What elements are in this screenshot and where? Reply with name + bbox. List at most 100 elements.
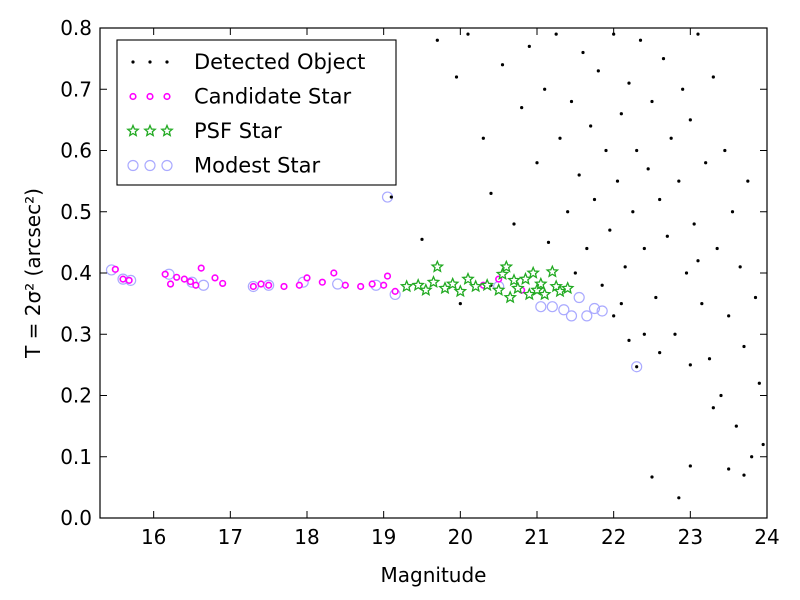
data-point-candidate-star [368, 280, 376, 288]
data-point-psf-star [418, 282, 433, 296]
data-point-detected-object [642, 332, 646, 336]
data-point-detected-object [727, 314, 731, 318]
data-point-detected-object [730, 210, 735, 214]
data-point-psf-star [533, 276, 548, 290]
data-point-detected-object [696, 259, 700, 263]
x-tick-label: 17 [218, 525, 243, 549]
legend-marker [165, 60, 169, 64]
y-tick-label: 0.7 [60, 77, 92, 101]
data-point-psf-star [453, 284, 468, 298]
data-point-modest-star [565, 310, 578, 322]
data-point-psf-star [503, 290, 518, 304]
data-point-candidate-star [318, 278, 326, 286]
data-point-candidate-star [219, 279, 227, 288]
data-point-detected-object [673, 332, 677, 336]
legend-marker [127, 159, 139, 172]
data-point-detected-object [742, 344, 746, 349]
data-point-detected-object [619, 302, 623, 306]
data-point-detected-object [688, 363, 692, 367]
data-point-psf-star [411, 278, 426, 292]
data-point-detected-object [642, 246, 646, 251]
data-point-psf-star [522, 287, 537, 301]
data-point-detected-object [612, 314, 616, 318]
legend-marker [148, 60, 152, 64]
data-point-modest-star [596, 305, 608, 317]
legend-marker [146, 92, 154, 101]
data-point-psf-star [491, 282, 506, 296]
data-point-candidate-star [173, 273, 181, 281]
y-tick-label: 0.3 [60, 322, 92, 346]
data-point-detected-object [569, 99, 574, 104]
data-point-candidate-star [119, 275, 127, 283]
data-point-psf-star [468, 279, 483, 293]
data-point-candidate-star [186, 277, 195, 286]
data-point-psf-star [480, 278, 495, 292]
data-point-candidate-star [249, 282, 257, 291]
data-point-psf-star [495, 267, 510, 281]
axes: 16 17 18 19 20 21 22 23 24 0.0 0.1 0.2 0.3 0.4 0.5 0.6 0… [21, 16, 780, 587]
data-point-detected-object [684, 271, 689, 275]
data-point-detected-object [627, 81, 631, 85]
y-tick-label: 0.0 [60, 506, 92, 530]
data-point-detected-object [738, 265, 742, 269]
data-point-candidate-star [303, 274, 311, 282]
data-point-detected-object [466, 32, 470, 36]
data-point-modest-star [588, 302, 601, 315]
data-point-candidate-star [197, 264, 205, 272]
data-point-detected-object [669, 136, 673, 140]
data-point-detected-object [696, 32, 700, 36]
data-point-psf-star [526, 265, 541, 279]
data-point-candidate-star [211, 274, 219, 282]
data-point-candidate-star [111, 265, 119, 273]
data-point-modest-star [247, 280, 259, 293]
data-point-detected-object [700, 302, 704, 306]
data-point-detected-object [638, 38, 643, 42]
data-point-detected-object [658, 351, 662, 355]
data-point-detected-object [704, 161, 708, 165]
data-point-detected-object [623, 265, 627, 269]
data-point-detected-object [692, 222, 696, 226]
data-point-psf-star [430, 259, 445, 273]
x-tick-label: 21 [524, 525, 549, 549]
data-point-modest-star [631, 361, 643, 373]
data-point-detected-object [711, 75, 715, 79]
data-point-psf-star [445, 276, 460, 290]
data-point-candidate-star [280, 282, 288, 291]
data-point-detected-object [654, 295, 658, 300]
data-point-psf-star [499, 259, 514, 273]
data-point-candidate-star [341, 281, 349, 289]
data-point-detected-object [723, 148, 727, 153]
data-point-detected-object [615, 179, 620, 183]
y-tick-label: 0.4 [60, 261, 92, 285]
x-tick-label: 20 [448, 525, 473, 549]
data-point-detected-object [600, 283, 604, 287]
data-point-candidate-star [391, 287, 399, 295]
data-point-detected-object [761, 442, 765, 447]
data-point-candidate-star [125, 276, 133, 284]
data-point-psf-star [399, 279, 414, 293]
data-point-psf-star [426, 274, 441, 289]
legend-label: Modest Star [194, 154, 320, 178]
legend-marker [129, 92, 137, 101]
data-point-detected-object [688, 464, 692, 468]
data-point-detected-object [527, 44, 531, 48]
data-point-psf-star [553, 284, 567, 298]
legend-marker [144, 159, 156, 172]
data-point-psf-star [545, 264, 560, 278]
data-point-detected-object [558, 136, 562, 140]
legend-marker [160, 123, 174, 137]
data-point-detected-object [596, 69, 600, 73]
data-point-candidate-star [383, 272, 392, 280]
data-point-candidate-star [192, 281, 200, 289]
data-point-detected-object [711, 406, 715, 410]
y-tick-label: 0.5 [60, 200, 92, 224]
x-tick-label: 23 [678, 525, 703, 549]
x-tick-label: 22 [601, 525, 626, 549]
data-point-detected-object [631, 210, 635, 214]
data-point-detected-object [500, 63, 505, 67]
data-point-detected-object [635, 148, 639, 153]
legend-box [116, 39, 397, 186]
data-point-detected-object [554, 32, 558, 36]
data-point-detected-object [546, 240, 551, 244]
